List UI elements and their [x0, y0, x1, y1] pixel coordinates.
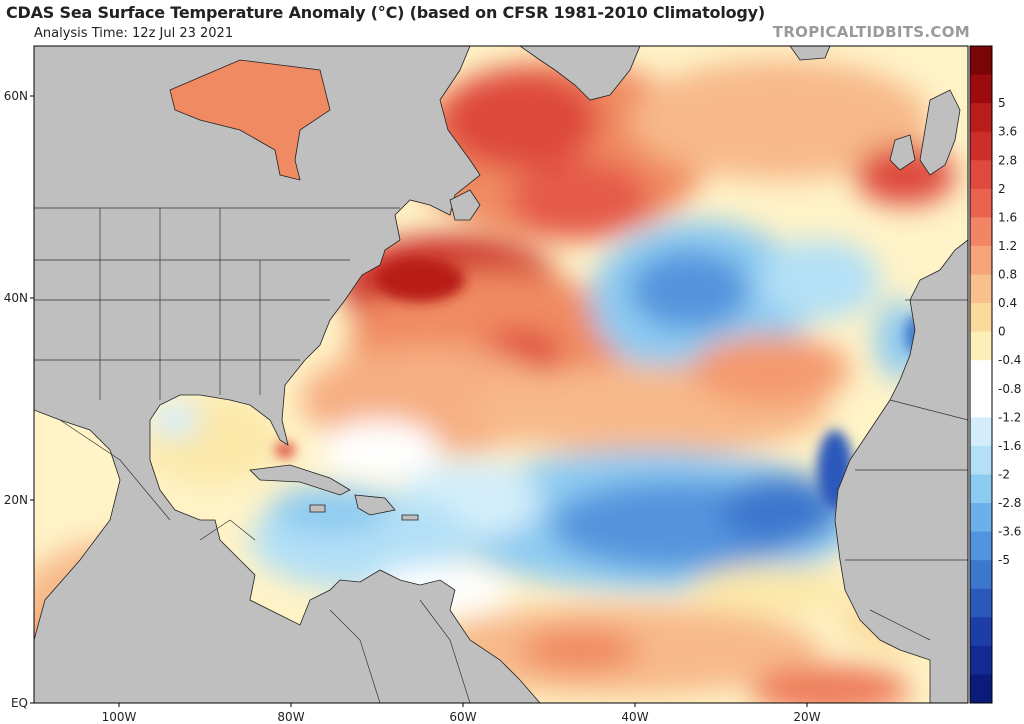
colorbar-swatch [970, 531, 992, 561]
british-isles-land [919, 89, 961, 176]
colorbar-label: -0.8 [998, 382, 1021, 396]
colorbar-swatch [970, 388, 992, 418]
site-watermark[interactable]: TROPICALTIDBITS.COM [772, 23, 970, 41]
lon-label: 80W [277, 710, 304, 724]
colorbar-label: -3.6 [998, 525, 1021, 539]
colorbar-swatch [970, 160, 992, 190]
colorbar-label: 2 [998, 182, 1006, 196]
colorbar-label: 0.8 [998, 268, 1017, 282]
north-america-land [34, 46, 541, 703]
map-title: CDAS Sea Surface Temperature Anomaly (°C… [6, 3, 765, 22]
colorbar-swatch [970, 360, 992, 390]
greenland-land [519, 46, 641, 101]
colorbar-label: 0.4 [998, 296, 1017, 310]
analysis-time: Analysis Time: 12z Jul 23 2021 [34, 26, 234, 41]
latitude-axis: 60N 40N 20N EQ [4, 89, 34, 710]
newfoundland-land [449, 189, 481, 221]
colorbar-swatch [970, 674, 992, 704]
iceland-land [789, 46, 831, 61]
colorbar-label: 1.2 [998, 239, 1017, 253]
colorbar-swatch [970, 503, 992, 533]
colorbar-label: -5 [998, 553, 1010, 567]
colorbar-swatch [970, 74, 992, 104]
lon-label: 100W [102, 710, 137, 724]
lat-label: 60N [4, 89, 28, 103]
colorbar-label: 5 [998, 96, 1006, 110]
colorbar-label: -2 [998, 467, 1010, 481]
colorbar-label: 0 [998, 325, 1006, 339]
colorbar-swatch [970, 331, 992, 361]
lon-label: 60W [449, 710, 476, 724]
colorbar-swatch [970, 103, 992, 133]
lat-label: EQ [11, 696, 28, 710]
colorbar-swatch [970, 617, 992, 647]
colorbar-swatch [970, 645, 992, 675]
colorbar-swatch [970, 217, 992, 247]
map-panel [34, 46, 968, 703]
land [34, 46, 968, 703]
colorbar-swatch [970, 445, 992, 475]
map-frame [33, 45, 969, 704]
colorbar-swatch [970, 560, 992, 590]
colorbar-label: 1.6 [998, 210, 1017, 224]
puerto-rico-land [401, 514, 419, 521]
political-borders [34, 207, 968, 703]
lon-label: 40W [621, 710, 648, 724]
colorbar-label: -0.4 [998, 353, 1021, 367]
colorbar-swatch [970, 46, 992, 76]
colorbar-swatch [970, 474, 992, 504]
colorbar-label: -2.8 [998, 496, 1021, 510]
colorbar-swatch [970, 303, 992, 333]
lat-label: 40N [4, 291, 28, 305]
colorbar: 5 3.6 2.8 2 1.6 1.2 0.8 0.4 0 -0.4 -0.8 -1.2 -1.6 -2 -… [969, 45, 1021, 704]
colorbar-swatch [970, 417, 992, 447]
colorbar-swatch [970, 131, 992, 161]
lon-label: 20W [793, 710, 820, 724]
lat-label: 20N [4, 493, 28, 507]
colorbar-label: -1.2 [998, 410, 1021, 424]
colorbar-label: 2.8 [998, 153, 1017, 167]
colorbar-label: 3.6 [998, 125, 1017, 139]
colorbar-frame [969, 45, 993, 704]
colorbar-swatch [970, 188, 992, 218]
europe-africa-land [834, 46, 968, 703]
hispaniola-land [354, 494, 396, 516]
colorbar-swatch [970, 588, 992, 618]
colorbar-label: -1.6 [998, 439, 1021, 453]
colorbar-swatch [970, 274, 992, 304]
cuba-land [249, 464, 351, 496]
colorbar-swatch [970, 245, 992, 276]
longitude-axis: 100W 80W 60W 40W 20W [102, 703, 821, 724]
